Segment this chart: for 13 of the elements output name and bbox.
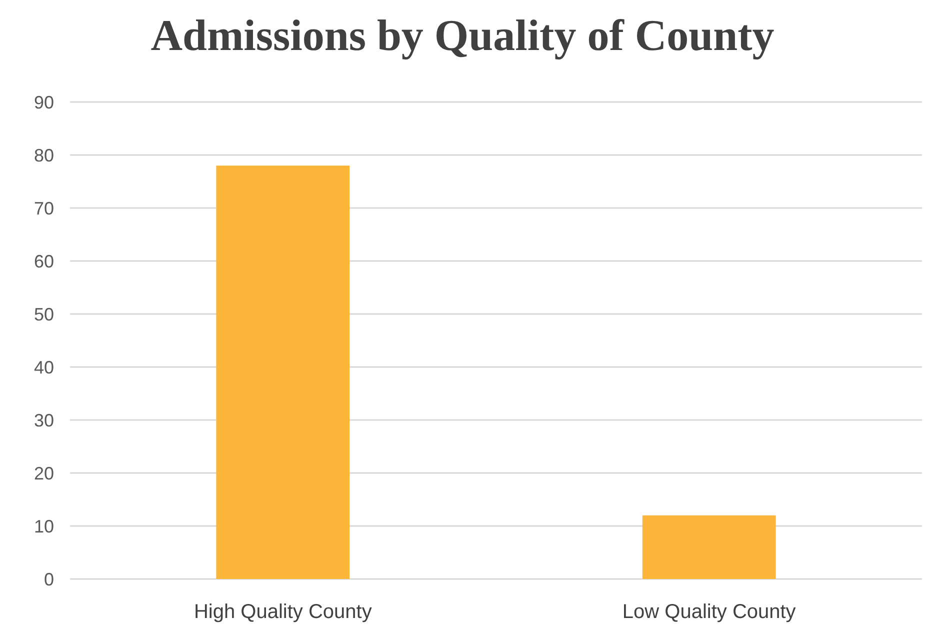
y-tick-label: 30 — [34, 410, 54, 430]
y-tick-label: 0 — [44, 569, 54, 590]
y-tick-label: 40 — [34, 357, 54, 378]
x-tick-label: Low Quality County — [622, 601, 796, 623]
y-tick-label: 20 — [34, 463, 54, 484]
chart-title: Admissions by Quality of County — [150, 11, 774, 60]
x-tick-label: High Quality County — [194, 601, 372, 623]
y-tick-label: 50 — [34, 304, 54, 324]
y-tick-label: 90 — [34, 92, 54, 112]
y-tick-label: 60 — [34, 251, 54, 272]
y-tick-label: 70 — [34, 198, 54, 218]
y-tick-label: 80 — [34, 145, 54, 166]
y-tick-label: 10 — [34, 516, 54, 536]
